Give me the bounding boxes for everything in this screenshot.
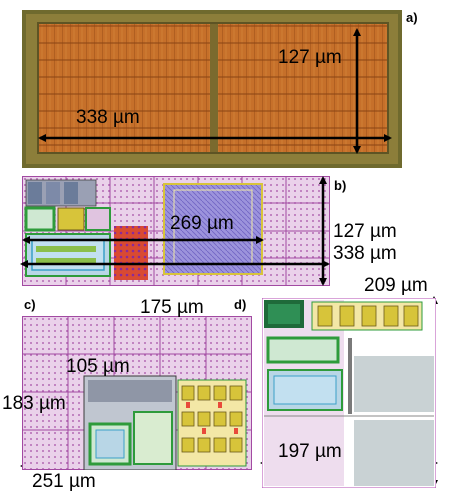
panel-b-label: b) <box>334 178 347 193</box>
panel-d-width-label: 197 µm <box>278 441 342 462</box>
die-photo <box>22 10 402 168</box>
panel-c-outer-height-label: 175 µm <box>140 297 204 318</box>
panel-c-inner-height-label: 105 µm <box>66 356 130 377</box>
panel-d-label: d) <box>234 297 247 312</box>
panel-c-label: c) <box>24 297 36 312</box>
panel-a-micrograph <box>22 10 402 168</box>
panel-d-height-label: 209 µm <box>364 275 428 296</box>
panel-c-layout <box>22 316 252 470</box>
panel-b-inner-width-label: 269 µm <box>170 213 234 234</box>
layout-c <box>22 316 252 470</box>
panel-a-label: a) <box>406 10 418 25</box>
panel-c-outer-width-label: 251 µm <box>32 471 96 492</box>
panel-c-inner-width-label: 183 µm <box>2 393 66 414</box>
panel-b-outer-width-label: 338 µm <box>333 243 397 264</box>
panel-d-layout <box>262 298 436 488</box>
layout-d <box>262 298 436 488</box>
panel-a-height-label: 127 µm <box>278 47 342 68</box>
panel-b-height-label: 127 µm <box>333 221 397 242</box>
panel-a-width-label: 338 µm <box>76 107 140 128</box>
